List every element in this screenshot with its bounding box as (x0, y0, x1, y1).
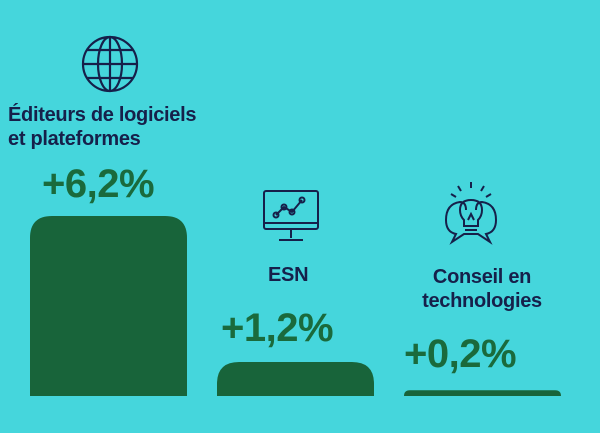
category-label-2: Conseil en technologies (402, 265, 562, 313)
bar-0 (30, 216, 187, 396)
lightbulb-idea-icon (438, 180, 504, 246)
category-label-2-line-0: Conseil en (432, 266, 532, 288)
category-label-1: ESN (268, 263, 309, 287)
category-label-2-line-1: technologies (422, 290, 542, 312)
value-label-2: +0,2% (404, 332, 517, 376)
bar-1 (217, 362, 374, 396)
value-label-0: +6,2% (42, 162, 155, 206)
bar-2 (404, 390, 561, 396)
value-label-1: +1,2% (221, 306, 334, 350)
monitor-chart-icon (262, 188, 320, 246)
category-label-0-line-0: Éditeurs de logiciels (8, 104, 197, 126)
category-label-1-line-0: ESN (268, 264, 309, 286)
category-label-0-line-1: et plateformes (8, 128, 141, 150)
globe-icon (80, 34, 140, 94)
category-label-0: Éditeurs de logiciels et plateformes (8, 103, 197, 151)
